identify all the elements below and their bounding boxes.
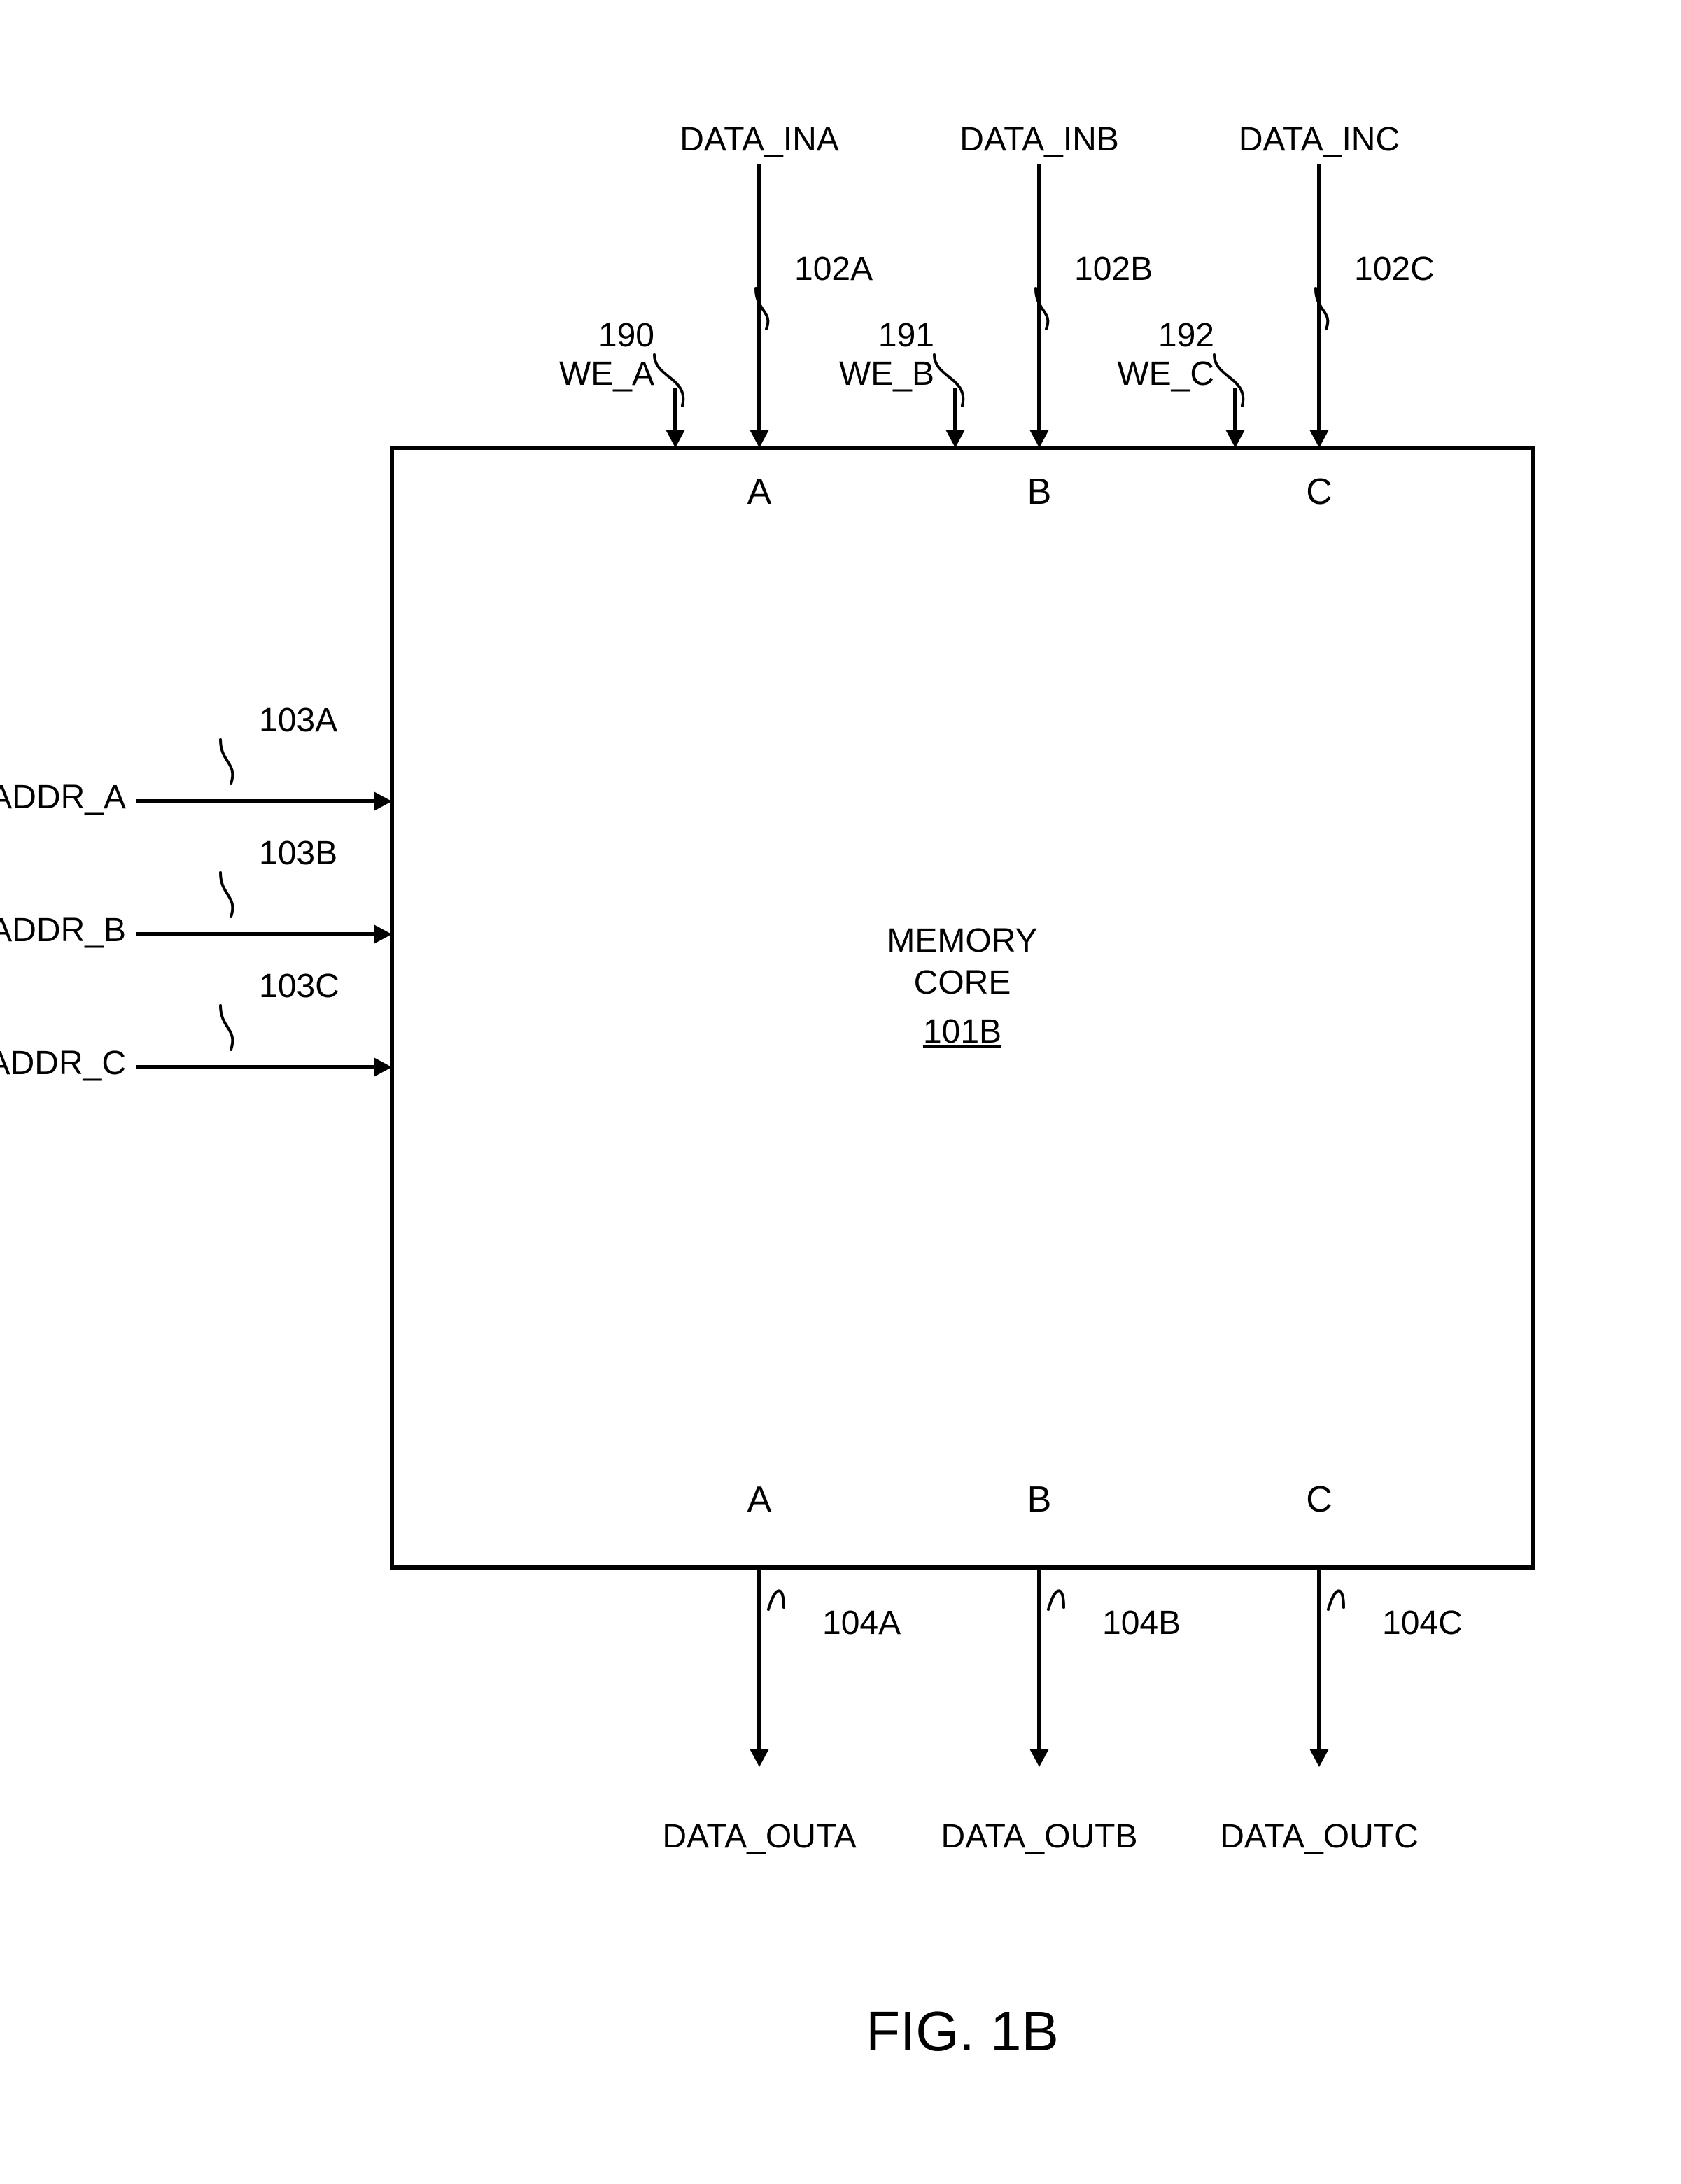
we-A-arrow-head — [666, 430, 685, 448]
addr-ADDR_A-arrow-head — [374, 791, 392, 811]
addr-leader-103A — [220, 740, 232, 784]
we-C-leader — [1214, 355, 1243, 406]
data-out-B-arrow-head — [1029, 1749, 1049, 1767]
data-out-A-arrow-head — [750, 1749, 769, 1767]
port-bot-C: C — [1306, 1479, 1332, 1520]
memory-core-label-3: 101B — [923, 1013, 1001, 1050]
we-C-ref: 192 — [1158, 317, 1214, 354]
data-out-B-leader — [1048, 1591, 1064, 1609]
data-out-C-ref: 104C — [1382, 1605, 1463, 1642]
data-out-A-label: DATA_OUTA — [662, 1818, 856, 1855]
we-A-leader — [654, 355, 683, 406]
we-A-label: WE_A — [559, 355, 654, 393]
we-B-ref: 191 — [878, 317, 934, 354]
figure-label: FIG. 1B — [866, 2000, 1059, 2062]
port-top-B: B — [1027, 472, 1052, 512]
data-out-C-arrow-head — [1309, 1749, 1329, 1767]
addr-ADDR_B-arrow-head — [374, 924, 392, 944]
we-C-arrow-head — [1225, 430, 1245, 448]
data-in-C-label: DATA_INC — [1239, 121, 1400, 158]
addr-ref-103A: 103A — [259, 702, 337, 739]
memory-core-label-1: MEMORY — [887, 922, 1037, 959]
addr-ref-103B: 103B — [259, 835, 337, 872]
data-in-B-arrow-head — [1029, 430, 1049, 448]
data-in-A-arrow-head — [750, 430, 769, 448]
data-out-C-label: DATA_OUTC — [1220, 1818, 1419, 1855]
addr-ADDR_C-arrow-head — [374, 1057, 392, 1077]
port-top-A: A — [747, 472, 772, 512]
we-B-leader — [934, 355, 963, 406]
data-out-A-ref: 104A — [822, 1605, 901, 1642]
port-bot-B: B — [1027, 1479, 1052, 1520]
port-top-C: C — [1306, 472, 1332, 512]
memory-core-label-2: CORE — [914, 964, 1011, 1001]
we-C-label: WE_C — [1117, 355, 1214, 393]
data-out-B-label: DATA_OUTB — [941, 1818, 1138, 1855]
data-in-C-ref: 102C — [1354, 251, 1435, 288]
we-B-label: WE_B — [839, 355, 934, 393]
addr-leader-103C — [220, 1006, 232, 1050]
addr-label-ADDR_A: ADDR_A — [0, 779, 126, 816]
addr-leader-103B — [220, 873, 232, 917]
memory-core-box — [392, 448, 1533, 1567]
data-in-A-label: DATA_INA — [680, 121, 839, 158]
we-A-ref: 190 — [598, 317, 654, 354]
data-in-B-ref: 102B — [1074, 251, 1153, 288]
port-bot-A: A — [747, 1479, 772, 1520]
we-B-arrow-head — [945, 430, 965, 448]
data-out-A-leader — [768, 1591, 784, 1609]
data-out-C-leader — [1328, 1591, 1344, 1609]
addr-label-ADDR_C: ADDR_C — [0, 1045, 126, 1082]
data-in-B-label: DATA_INB — [959, 121, 1119, 158]
data-in-A-ref: 102A — [794, 251, 873, 288]
addr-label-ADDR_B: ADDR_B — [0, 912, 126, 949]
data-out-B-ref: 104B — [1102, 1605, 1181, 1642]
data-in-C-arrow-head — [1309, 430, 1329, 448]
addr-ref-103C: 103C — [259, 968, 339, 1005]
